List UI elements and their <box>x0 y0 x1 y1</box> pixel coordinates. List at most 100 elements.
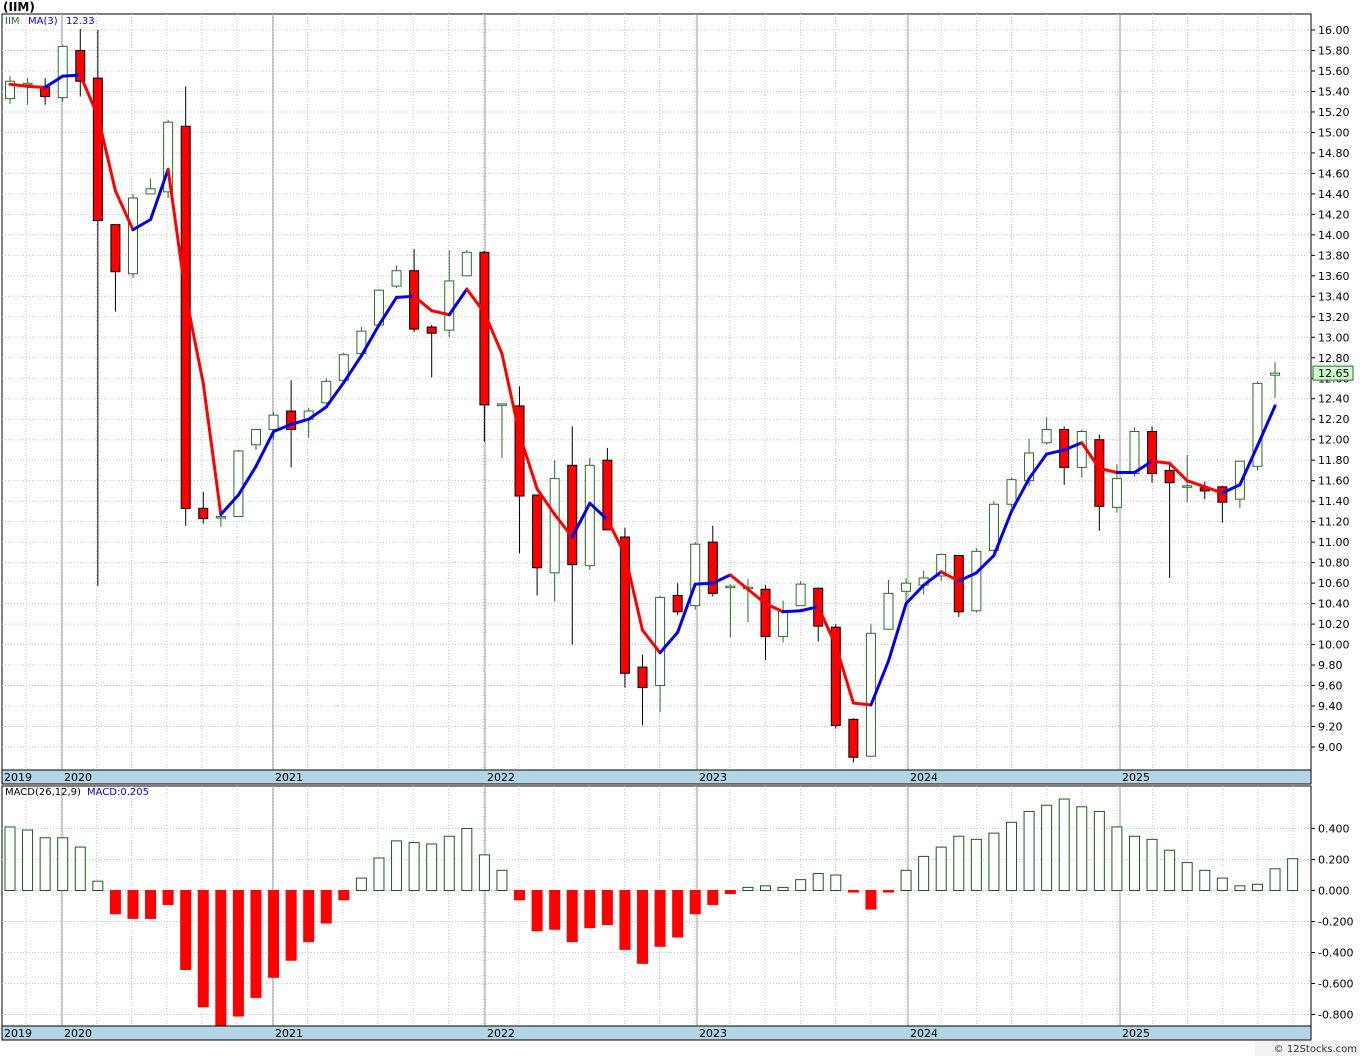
candle <box>250 428 261 450</box>
candle <box>57 45 68 102</box>
macd-bar <box>74 846 86 891</box>
candle <box>268 412 279 440</box>
candle-body <box>1234 460 1245 500</box>
ma-segment <box>1009 477 1031 513</box>
ma-segment <box>447 287 469 317</box>
candle-body <box>760 588 771 637</box>
macd-legend: MACD(26,12,9) MACD:0.205 <box>5 787 149 798</box>
price-tick-label: 13.20 <box>1318 311 1350 324</box>
chart-symbol-title: (IIM) <box>3 0 35 14</box>
candle <box>163 120 174 198</box>
candle-body <box>198 507 209 520</box>
candle <box>936 553 947 582</box>
macd-bar <box>742 886 754 892</box>
macd-bar <box>408 841 420 892</box>
candle <box>988 501 999 553</box>
candle-body <box>707 541 718 594</box>
candle <box>233 449 244 518</box>
ma-segment <box>939 570 961 583</box>
ma-segment <box>324 380 346 409</box>
price-tick-label: 14.80 <box>1318 147 1350 160</box>
macd-legend-label: MACD(26,12,9) <box>5 787 81 798</box>
price-tick-label: 14.20 <box>1318 208 1350 221</box>
macd-date-year-label: 2021 <box>275 1027 303 1040</box>
macd-bar <box>707 890 719 905</box>
price-tick-label: 15.00 <box>1318 126 1350 139</box>
macd-bar <box>654 890 666 947</box>
candle <box>75 28 86 97</box>
price-tick-label: 10.00 <box>1318 639 1350 652</box>
price-tick-label: 15.20 <box>1318 106 1350 119</box>
price-tick-label: 10.80 <box>1318 557 1350 570</box>
price-tick-label: 13.80 <box>1318 249 1350 262</box>
last-price-box <box>1312 365 1354 381</box>
macd-bar <box>953 835 965 891</box>
candle <box>672 583 683 615</box>
ma-segment <box>359 323 381 358</box>
candle-body <box>830 626 841 726</box>
ma-segment <box>887 602 908 663</box>
macd-bar <box>988 832 1000 892</box>
ma-segment <box>922 570 943 587</box>
candle-body <box>426 326 437 334</box>
ma-segment <box>799 605 820 613</box>
candle-body <box>672 594 683 613</box>
ma-segment <box>781 609 803 614</box>
ma-segment <box>1045 448 1066 456</box>
ma-segment <box>851 701 873 707</box>
price-date-year-label: 2021 <box>275 771 303 784</box>
candle-body <box>92 77 103 222</box>
candle-body <box>391 270 402 287</box>
macd-bar <box>145 890 157 919</box>
candle-body <box>22 82 33 86</box>
ma-segment <box>254 430 276 468</box>
candle-body <box>725 585 736 589</box>
ma-segment <box>1185 479 1207 489</box>
macd-bar <box>1128 835 1140 891</box>
ma-segment <box>746 587 768 606</box>
ma-segment <box>623 552 645 632</box>
ma-segment <box>693 581 715 586</box>
candle-body <box>549 478 560 574</box>
price-tick-label: 13.60 <box>1318 270 1350 283</box>
candle-body <box>163 121 174 193</box>
candle-body <box>127 197 138 275</box>
ma-segment <box>570 501 592 539</box>
price-tick-label: 10.40 <box>1318 598 1350 611</box>
candle <box>198 491 209 524</box>
ma-segment <box>500 352 522 437</box>
macd-bar <box>426 843 438 891</box>
macd-bar <box>338 890 350 901</box>
candle-body <box>444 280 455 331</box>
macd-bar <box>531 890 543 932</box>
macd-legend-value: MACD:0.205 <box>87 787 149 798</box>
macd-bar <box>232 890 244 1017</box>
macd-bar <box>584 890 596 929</box>
candle <box>479 251 490 442</box>
candle-body <box>1129 431 1140 475</box>
ma-segment <box>1080 441 1101 470</box>
macd-tick-label: 0.400 <box>1318 823 1350 836</box>
ma-segment <box>377 295 399 327</box>
ma-segment <box>1220 483 1242 495</box>
macd-date-year-label: 2023 <box>699 1027 727 1040</box>
price-tick-label: 15.40 <box>1318 85 1350 98</box>
price-tick-label: 12.40 <box>1318 393 1350 406</box>
candle <box>1006 477 1017 508</box>
macd-bar <box>935 846 947 891</box>
macd-bar <box>268 890 280 978</box>
price-tick-label: 11.40 <box>1318 495 1350 508</box>
macd-tick-label: -0.200 <box>1318 916 1353 929</box>
ma-segment <box>1203 485 1224 495</box>
ma-segment <box>412 294 434 313</box>
price-tick-label: 9.80 <box>1318 659 1343 672</box>
candle <box>461 250 472 277</box>
candle-body <box>1094 439 1105 507</box>
macd-date-year-label: 2020 <box>64 1027 92 1040</box>
candle-body <box>584 464 595 567</box>
macd-bar <box>1058 798 1070 891</box>
price-tick-label: 14.40 <box>1318 188 1350 201</box>
ma-segment <box>113 189 135 232</box>
candle <box>444 250 455 338</box>
